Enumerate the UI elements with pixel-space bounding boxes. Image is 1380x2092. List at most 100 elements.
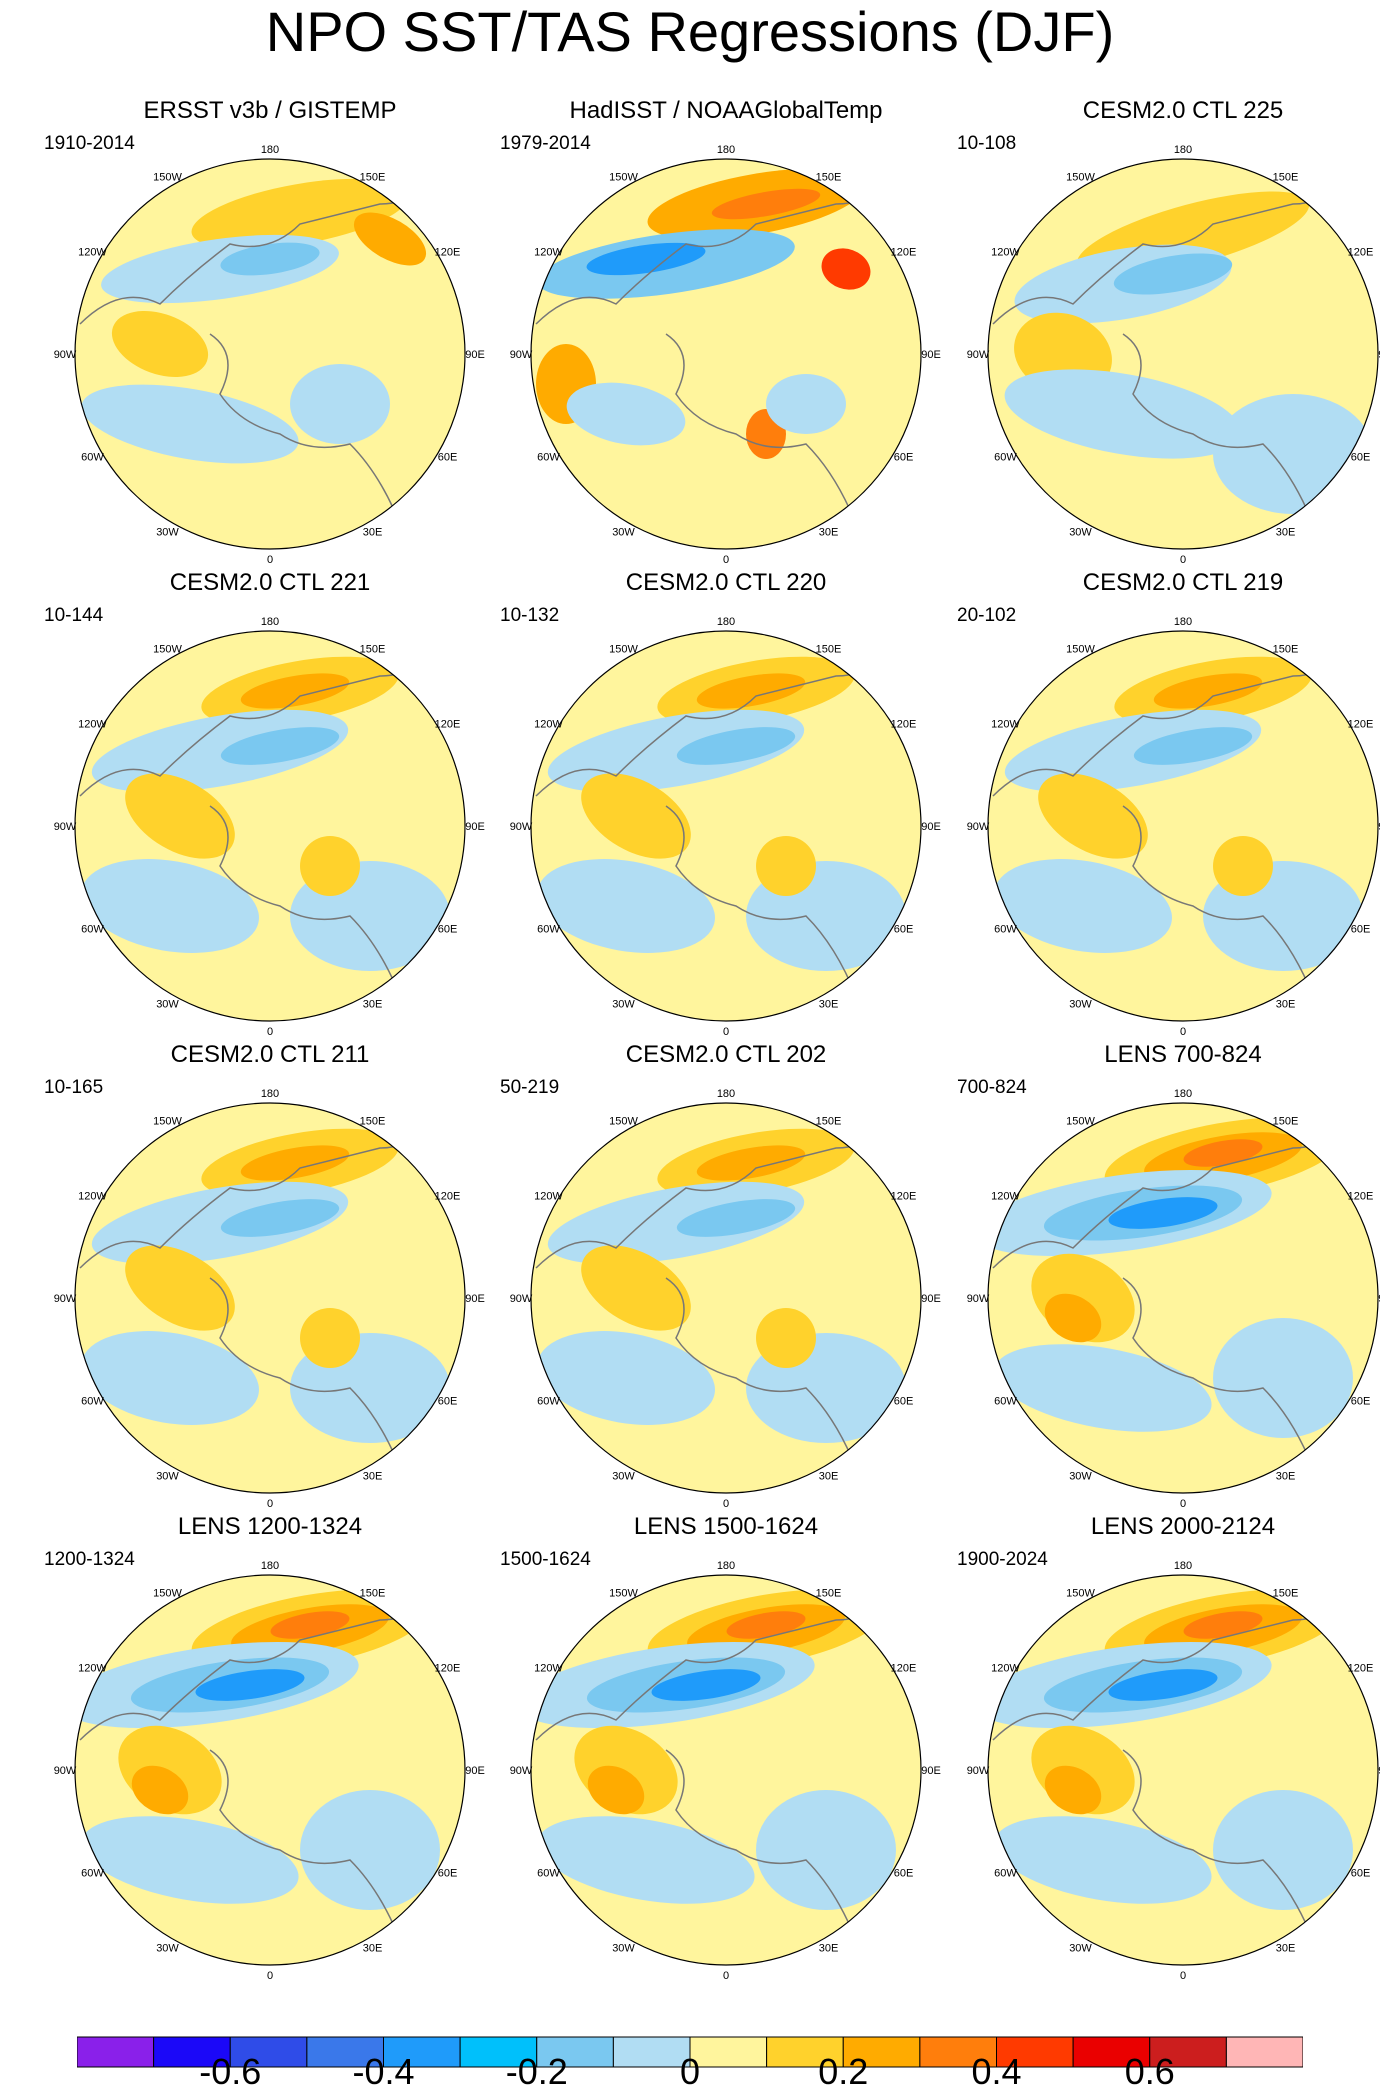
longitude-label: 120W — [534, 1663, 563, 1675]
longitude-label: 30E — [1276, 999, 1296, 1011]
map-panel: LENS 2000-2124 1900-2024 180 150E 120E 90E 60E… — [955, 1512, 1380, 1982]
colorbar-segment — [612, 2036, 691, 2068]
longitude-label: 60W — [537, 1396, 560, 1408]
longitude-label: 150W — [609, 171, 638, 183]
longitude-label: 90E — [1378, 349, 1380, 361]
anomaly-region — [220, 727, 340, 765]
map-border — [530, 1102, 922, 1494]
longitude-label: 60E — [438, 924, 458, 936]
longitude-label: 150W — [609, 1115, 638, 1127]
longitude-label: 150W — [1066, 1115, 1095, 1127]
longitude-label: 150W — [153, 171, 182, 183]
longitude-label: 120W — [991, 1191, 1020, 1203]
longitude-label: 120E — [891, 247, 917, 259]
panel-period: 1979-2014 — [500, 133, 591, 154]
panel-title: LENS 1200-1324 — [177, 1513, 363, 1540]
coastline — [535, 635, 907, 797]
anomaly-region — [1108, 1669, 1218, 1701]
longitude-label: 150E — [360, 1115, 386, 1127]
anomaly-region — [191, 178, 409, 250]
longitude-label: 90E — [465, 821, 485, 833]
panel-title: HadISST / NOAAGlobalTemp — [569, 97, 883, 124]
colorbar-segment — [77, 2036, 155, 2068]
anomaly-region — [125, 1245, 235, 1331]
anomaly-region — [1044, 1765, 1102, 1815]
longitude-label: 30E — [363, 1943, 383, 1955]
longitude-label: 60W — [81, 1396, 104, 1408]
map-border — [74, 1574, 466, 1966]
anomaly-region — [711, 188, 821, 220]
anomaly-region — [676, 727, 796, 765]
longitude-label: 150E — [1273, 643, 1299, 655]
panel-title: LENS 2000-2124 — [1090, 1513, 1276, 1540]
longitude-label: 120W — [78, 1663, 107, 1675]
map-background — [531, 631, 921, 1021]
colorbar-segment — [1225, 2036, 1303, 2068]
longitude-label: 30E — [1276, 527, 1296, 539]
longitude-label: 180 — [717, 144, 735, 156]
anomaly-region — [1133, 727, 1253, 765]
panel-period: 700-824 — [957, 1077, 1027, 1098]
longitude-label: 180 — [1174, 144, 1192, 156]
longitude-label: 90E — [921, 1293, 941, 1305]
anomaly-region — [81, 1331, 259, 1425]
longitude-label: 30E — [363, 999, 383, 1011]
longitude-label: 30E — [819, 1471, 839, 1483]
anomaly-region — [756, 836, 816, 896]
longitude-label: 90E — [921, 821, 941, 833]
longitude-label: 0 — [267, 1026, 273, 1038]
longitude-label: 90W — [510, 821, 533, 833]
longitude-label: 0 — [723, 554, 729, 566]
polar-map: 180 150E 120E 90E 60E 30E 0 30W 60W 90W 120W 150W — [510, 616, 941, 1038]
anomaly-region — [290, 364, 390, 444]
longitude-label: 180 — [717, 616, 735, 628]
coastline — [992, 163, 1364, 325]
longitude-label: 60W — [537, 452, 560, 464]
anomaly-region — [994, 1344, 1212, 1432]
longitude-label: 60E — [1351, 1396, 1371, 1408]
longitude-label: 120E — [435, 247, 461, 259]
anomaly-region — [240, 673, 350, 709]
longitude-label: 0 — [723, 1026, 729, 1038]
longitude-label: 150E — [360, 1587, 386, 1599]
longitude-label: 180 — [1174, 616, 1192, 628]
anomaly-region — [81, 384, 299, 464]
longitude-label: 90E — [465, 349, 485, 361]
colorbar-tick-label: 0 — [679, 2051, 701, 2092]
anomaly-region — [651, 1669, 761, 1701]
map-panel: CESM2.0 CTL 211 10-165 180 150E 120E 90E 60E 30… — [42, 1040, 498, 1510]
longitude-label: 0 — [1180, 1970, 1186, 1982]
anomaly-region — [566, 382, 686, 446]
anomaly-region — [220, 242, 320, 276]
longitude-label: 120W — [991, 719, 1020, 731]
map-border — [74, 158, 466, 550]
map-panel: HadISST / NOAAGlobalTemp 1979-2014 180 150E… — [498, 96, 954, 566]
panel-title: CESM2.0 CTL 202 — [625, 1041, 827, 1068]
polar-map: 180 150E 120E 90E 60E 30E 0 30W 60W 90W 120W 150W — [54, 1560, 485, 1982]
anomaly-region — [125, 773, 235, 859]
longitude-label: 120E — [435, 1191, 461, 1203]
longitude-label: 30W — [1069, 999, 1092, 1011]
longitude-label: 30E — [819, 527, 839, 539]
polar-map: 180 150E 120E 90E 60E 30E 0 30W 60W 90W 120W 150W — [967, 616, 1380, 1038]
longitude-label: 120W — [991, 247, 1020, 259]
longitude-label: 150W — [609, 643, 638, 655]
longitude-label: 30E — [1276, 1471, 1296, 1483]
colorbar-segment — [383, 2036, 461, 2068]
panel-period: 10-132 — [500, 605, 560, 626]
anomaly-region — [1038, 773, 1148, 859]
map-border — [987, 630, 1379, 1022]
anomaly-region — [756, 1790, 896, 1910]
coastline — [992, 635, 1364, 797]
longitude-label: 30W — [1069, 1471, 1092, 1483]
longitude-label: 150W — [609, 1587, 638, 1599]
panel-period: 20-102 — [957, 605, 1017, 626]
longitude-label: 150W — [153, 643, 182, 655]
longitude-label: 150W — [1066, 643, 1095, 655]
longitude-label: 0 — [1180, 1026, 1186, 1038]
longitude-label: 120W — [991, 1663, 1020, 1675]
longitude-label: 90W — [967, 349, 990, 361]
colorbar-tick-label: 0.4 — [971, 2051, 1022, 2092]
longitude-label: 60E — [894, 1396, 914, 1408]
anomaly-region — [353, 212, 427, 266]
